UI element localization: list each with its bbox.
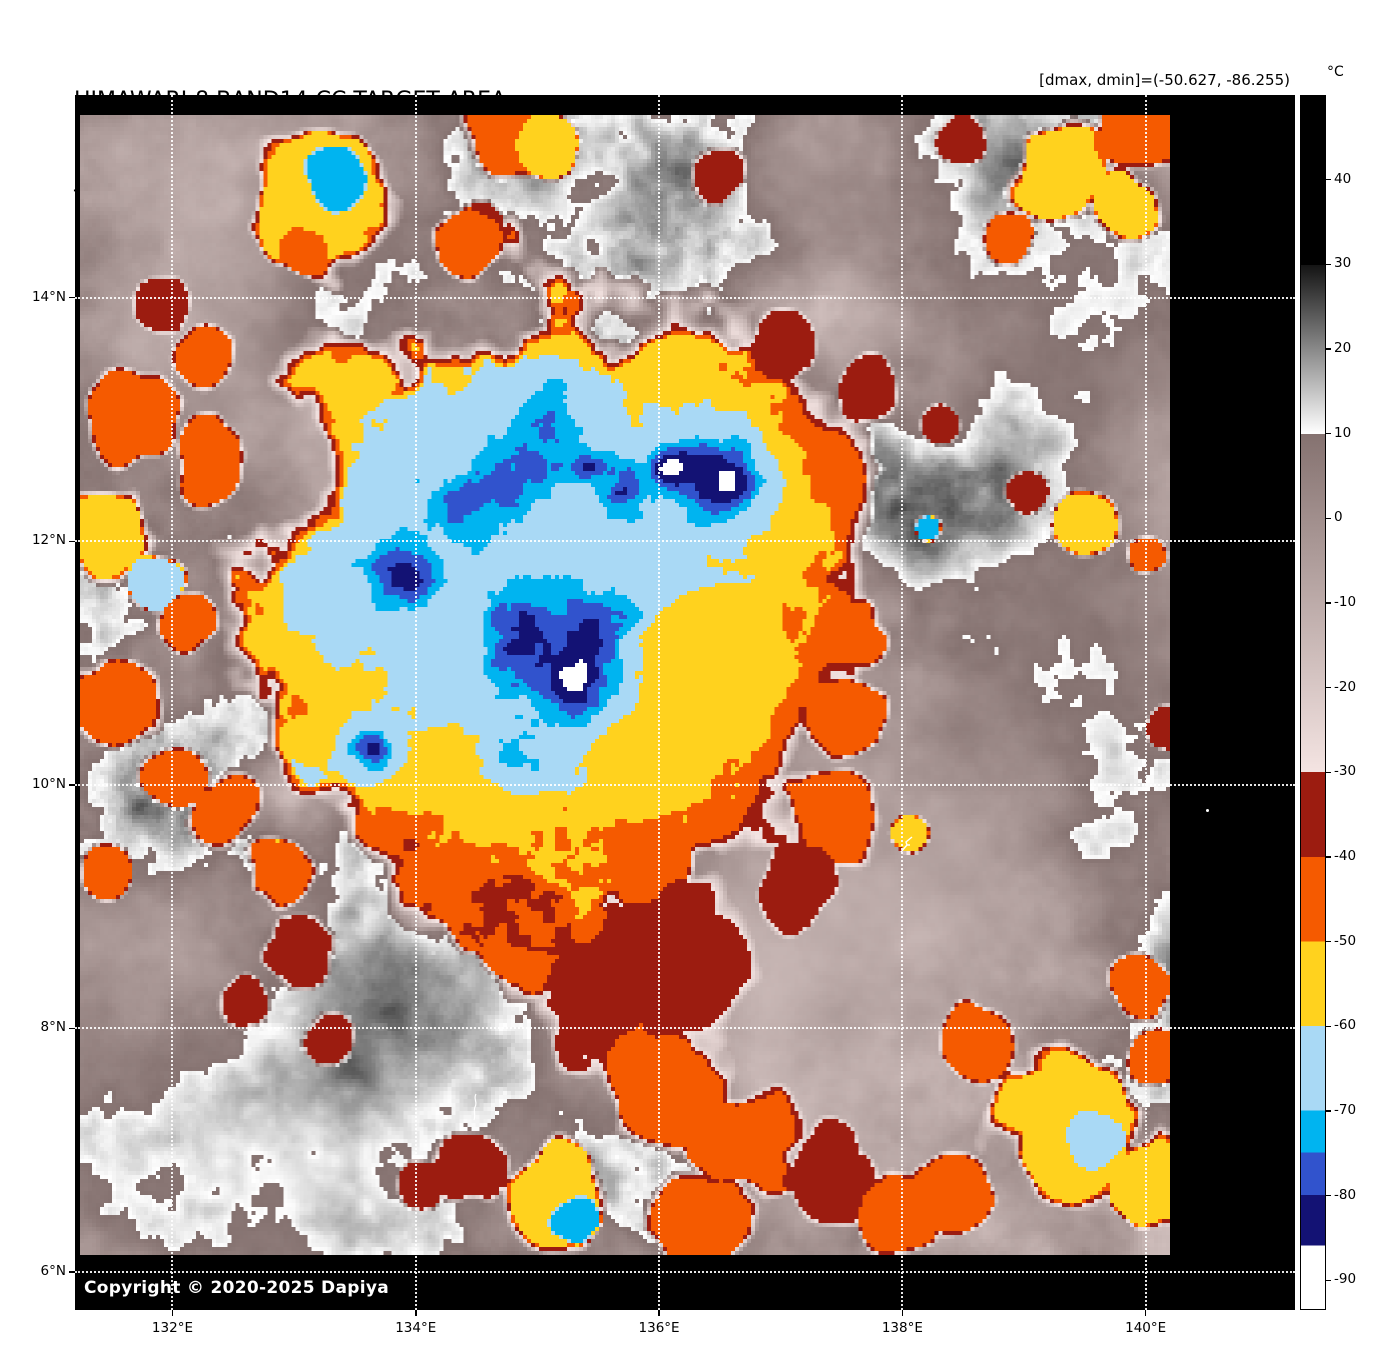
colorbar-tick-mark xyxy=(1326,940,1331,943)
colorbar-tick-mark xyxy=(1326,432,1331,435)
lat-tick-label: 14°N xyxy=(31,288,66,305)
colorbar-tick-label: -90 xyxy=(1334,1271,1357,1288)
lon-tick-label: 138°E xyxy=(881,1320,923,1336)
colorbar-tick-label: -30 xyxy=(1334,763,1357,780)
colorbar-tick-label: -80 xyxy=(1334,1186,1357,1203)
white-speck xyxy=(1206,809,1209,812)
lat-tick-label: 8°N xyxy=(40,1019,66,1036)
lon-tick-mark xyxy=(1144,1310,1147,1316)
lat-tick-label: 10°N xyxy=(31,775,66,792)
colorbar-tick-label: -50 xyxy=(1334,932,1357,949)
colorbar-tick-label: -20 xyxy=(1334,678,1357,695)
colorbar-tick-mark xyxy=(1326,263,1331,266)
colorbar-tick-mark xyxy=(1326,348,1331,350)
lat-tick-mark xyxy=(69,540,75,543)
gridline-lon xyxy=(901,95,904,1310)
colorbar-tick-label: -60 xyxy=(1334,1017,1357,1034)
gridline-lon xyxy=(658,95,661,1310)
lon-tick-mark xyxy=(658,1310,660,1316)
gridline-lon xyxy=(414,95,417,1310)
gridline-lat xyxy=(75,1271,1295,1274)
copyright-label: Copyright © 2020-2025 Dapiya xyxy=(84,1278,389,1298)
colorbar-tick-label: -70 xyxy=(1334,1102,1357,1119)
colorbar-tick-label: 0 xyxy=(1334,509,1343,526)
map-plot-area: Copyright © 2020-2025 Dapiya xyxy=(75,95,1295,1310)
colorbar-tick-label: -10 xyxy=(1334,594,1357,610)
colorbar-tick-mark xyxy=(1326,1025,1331,1028)
colorbar-tick-label: 30 xyxy=(1334,255,1352,272)
lat-tick-mark xyxy=(69,1271,75,1273)
colorbar-gradient xyxy=(1301,96,1325,1309)
colorbar-tick-mark xyxy=(1326,602,1331,604)
lon-tick-label: 140°E xyxy=(1125,1320,1167,1336)
lon-tick-mark xyxy=(415,1310,417,1316)
colorbar-tick-label: -40 xyxy=(1334,848,1357,865)
satellite-ir-image xyxy=(80,115,1170,1255)
gridline-lon xyxy=(1144,95,1147,1310)
lat-tick-mark xyxy=(69,784,75,786)
colorbar-tick-mark xyxy=(1326,1279,1331,1282)
lat-tick-label: 6°N xyxy=(40,1263,66,1280)
gridline-lat xyxy=(75,783,1295,786)
lat-tick-label: 12°N xyxy=(31,532,66,549)
colorbar-tick-label: 20 xyxy=(1334,340,1352,356)
lon-tick-mark xyxy=(171,1310,174,1316)
lon-tick-label: 136°E xyxy=(638,1320,680,1336)
island-outline xyxy=(900,836,913,853)
colorbar-tick-mark xyxy=(1326,856,1331,858)
colorbar-tick-mark xyxy=(1326,517,1331,520)
lon-tick-mark xyxy=(901,1310,904,1316)
colorbar-tick-mark xyxy=(1326,1110,1331,1112)
lon-tick-label: 134°E xyxy=(395,1320,437,1336)
colorbar-tick-label: 10 xyxy=(1334,424,1352,441)
gridline-lat xyxy=(75,1027,1295,1030)
range-info-label: [dmax, dmin]=(-50.627, -86.255) xyxy=(1039,71,1290,89)
colorbar-tick-label: 40 xyxy=(1334,170,1352,187)
lat-tick-mark xyxy=(69,1027,75,1030)
colorbar-tick-mark xyxy=(1326,178,1331,181)
colorbar-tick-mark xyxy=(1326,686,1331,689)
lon-tick-label: 132°E xyxy=(151,1320,193,1336)
colorbar-tick-mark xyxy=(1326,1194,1331,1197)
island-outline xyxy=(473,1093,477,1121)
gridline-lat xyxy=(75,296,1295,299)
gridline-lat xyxy=(75,540,1295,543)
colorbar xyxy=(1300,95,1326,1310)
colorbar-tick-mark xyxy=(1326,771,1331,774)
colorbar-unit-label: °C xyxy=(1327,64,1344,80)
gridline-lon xyxy=(171,95,174,1310)
lat-tick-mark xyxy=(69,296,75,299)
